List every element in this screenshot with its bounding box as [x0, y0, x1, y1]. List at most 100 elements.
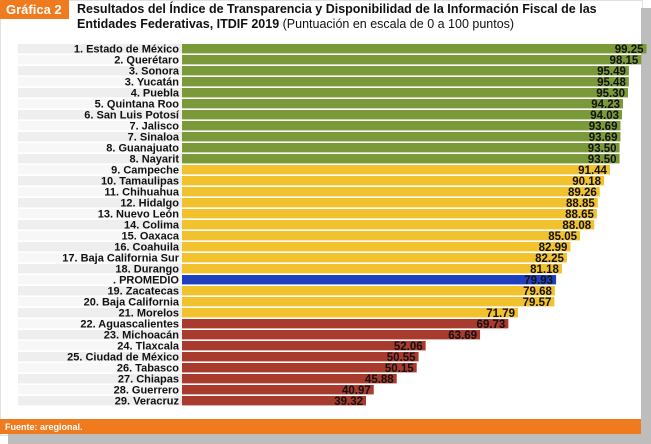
bar — [182, 242, 571, 252]
category-label: 8. Nayarit — [129, 153, 179, 165]
label-band — [18, 110, 182, 120]
value-label: 91.44 — [578, 165, 607, 177]
label-band — [18, 352, 182, 362]
category-label: 29. Veracruz — [115, 395, 180, 407]
label-band — [18, 55, 182, 65]
value-label: 79.57 — [523, 297, 552, 309]
value-label: 45.88 — [365, 374, 394, 386]
value-label: 98.15 — [610, 55, 639, 67]
source-note: Fuente: aregional. — [5, 422, 83, 432]
value-label: 95.30 — [596, 88, 625, 100]
bar — [182, 198, 598, 208]
category-label: 12. Hidalgo — [120, 197, 179, 209]
value-label: 89.26 — [568, 187, 597, 199]
label-band — [18, 154, 182, 164]
value-label: 79.68 — [523, 286, 552, 298]
label-band — [18, 77, 182, 87]
bar — [182, 154, 620, 164]
category-label: 1. Estado de México — [74, 43, 179, 55]
category-label: . PROMEDIO — [113, 274, 179, 286]
label-band — [18, 319, 182, 329]
bar — [182, 385, 374, 395]
category-label: 17. Baja California Sur — [62, 252, 179, 264]
category-label: 27. Chiapas — [118, 373, 179, 385]
category-label: 26. Tabasco — [117, 362, 179, 374]
label-band — [18, 363, 182, 373]
category-label: 15. Oaxaca — [122, 230, 180, 242]
category-label: 11. Chihuahua — [104, 186, 179, 198]
category-label: 9. Campeche — [111, 164, 179, 176]
bar — [182, 286, 555, 296]
label-band — [18, 220, 182, 230]
category-label: 7. Sinaloa — [128, 131, 180, 143]
label-band — [18, 374, 182, 384]
label-band — [18, 231, 182, 241]
bar — [182, 66, 629, 76]
category-label: 10. Tamaulipas — [101, 175, 179, 187]
label-band — [18, 275, 182, 285]
frame-shadow-right — [641, 8, 651, 444]
value-label: 88.85 — [566, 198, 595, 210]
category-label: 18. Durango — [115, 263, 179, 275]
value-label: 95.49 — [597, 66, 626, 78]
value-label: 95.48 — [597, 77, 626, 89]
value-label: 82.25 — [535, 253, 564, 265]
bar — [182, 165, 610, 175]
figure-badge: Gráfica 2 — [0, 0, 69, 19]
bar — [182, 209, 597, 219]
value-label: 79.93 — [524, 275, 553, 287]
category-label: 3. Yucatán — [125, 76, 179, 88]
category-label: 2. Querétaro — [114, 54, 179, 66]
category-label: 4. Puebla — [131, 87, 180, 99]
label-band — [18, 44, 182, 54]
category-label: 19. Zacatecas — [107, 285, 179, 297]
category-label: 24. Tlaxcala — [117, 340, 180, 352]
label-band — [18, 385, 182, 395]
bar — [182, 176, 605, 186]
category-label: 23. Michoacán — [104, 329, 179, 341]
label-band — [18, 330, 182, 340]
value-label: 93.50 — [588, 143, 617, 155]
label-band — [18, 143, 182, 153]
category-label: 8. Guanajuato — [106, 142, 179, 154]
bar — [182, 264, 562, 274]
value-label: 63.69 — [448, 330, 477, 342]
category-label: 7. Jalisco — [129, 120, 179, 132]
value-label: 52.06 — [394, 341, 423, 353]
value-label: 88.65 — [565, 209, 594, 221]
value-label: 94.23 — [591, 99, 620, 111]
bar — [182, 374, 397, 384]
label-band — [18, 99, 182, 109]
label-band — [18, 187, 182, 197]
value-label: 39.32 — [334, 396, 363, 408]
bar — [182, 308, 518, 318]
chart-title: Resultados del Índice de Transparencia y… — [77, 2, 637, 32]
bar — [182, 275, 557, 285]
category-label: 20. Baja California — [84, 296, 180, 308]
category-label: 3. Sonora — [129, 65, 180, 77]
value-label: 71.79 — [486, 308, 515, 320]
chart-title-main: Resultados del Índice de Transparencia y… — [77, 2, 597, 31]
bar — [182, 110, 623, 120]
category-label: 25. Ciudad de México — [67, 351, 179, 363]
bar — [182, 88, 629, 98]
bar — [182, 44, 647, 54]
label-band — [18, 297, 182, 307]
footer-bar — [0, 419, 641, 434]
frame-shadow-bottom — [8, 434, 651, 444]
label-band — [18, 396, 182, 406]
bar — [182, 352, 419, 362]
value-label: 85.05 — [548, 231, 577, 243]
label-band — [18, 121, 182, 131]
value-label: 94.03 — [590, 110, 619, 122]
bar — [182, 297, 555, 307]
bar — [182, 121, 621, 131]
label-band — [18, 66, 182, 76]
value-label: 50.15 — [385, 363, 414, 375]
bar — [182, 330, 481, 340]
bar — [182, 319, 509, 329]
category-label: 22. Aguascalientes — [80, 318, 179, 330]
category-label: 16. Coahuila — [114, 241, 180, 253]
category-label: 6. San Luis Potosí — [84, 109, 180, 121]
bar — [182, 99, 623, 109]
